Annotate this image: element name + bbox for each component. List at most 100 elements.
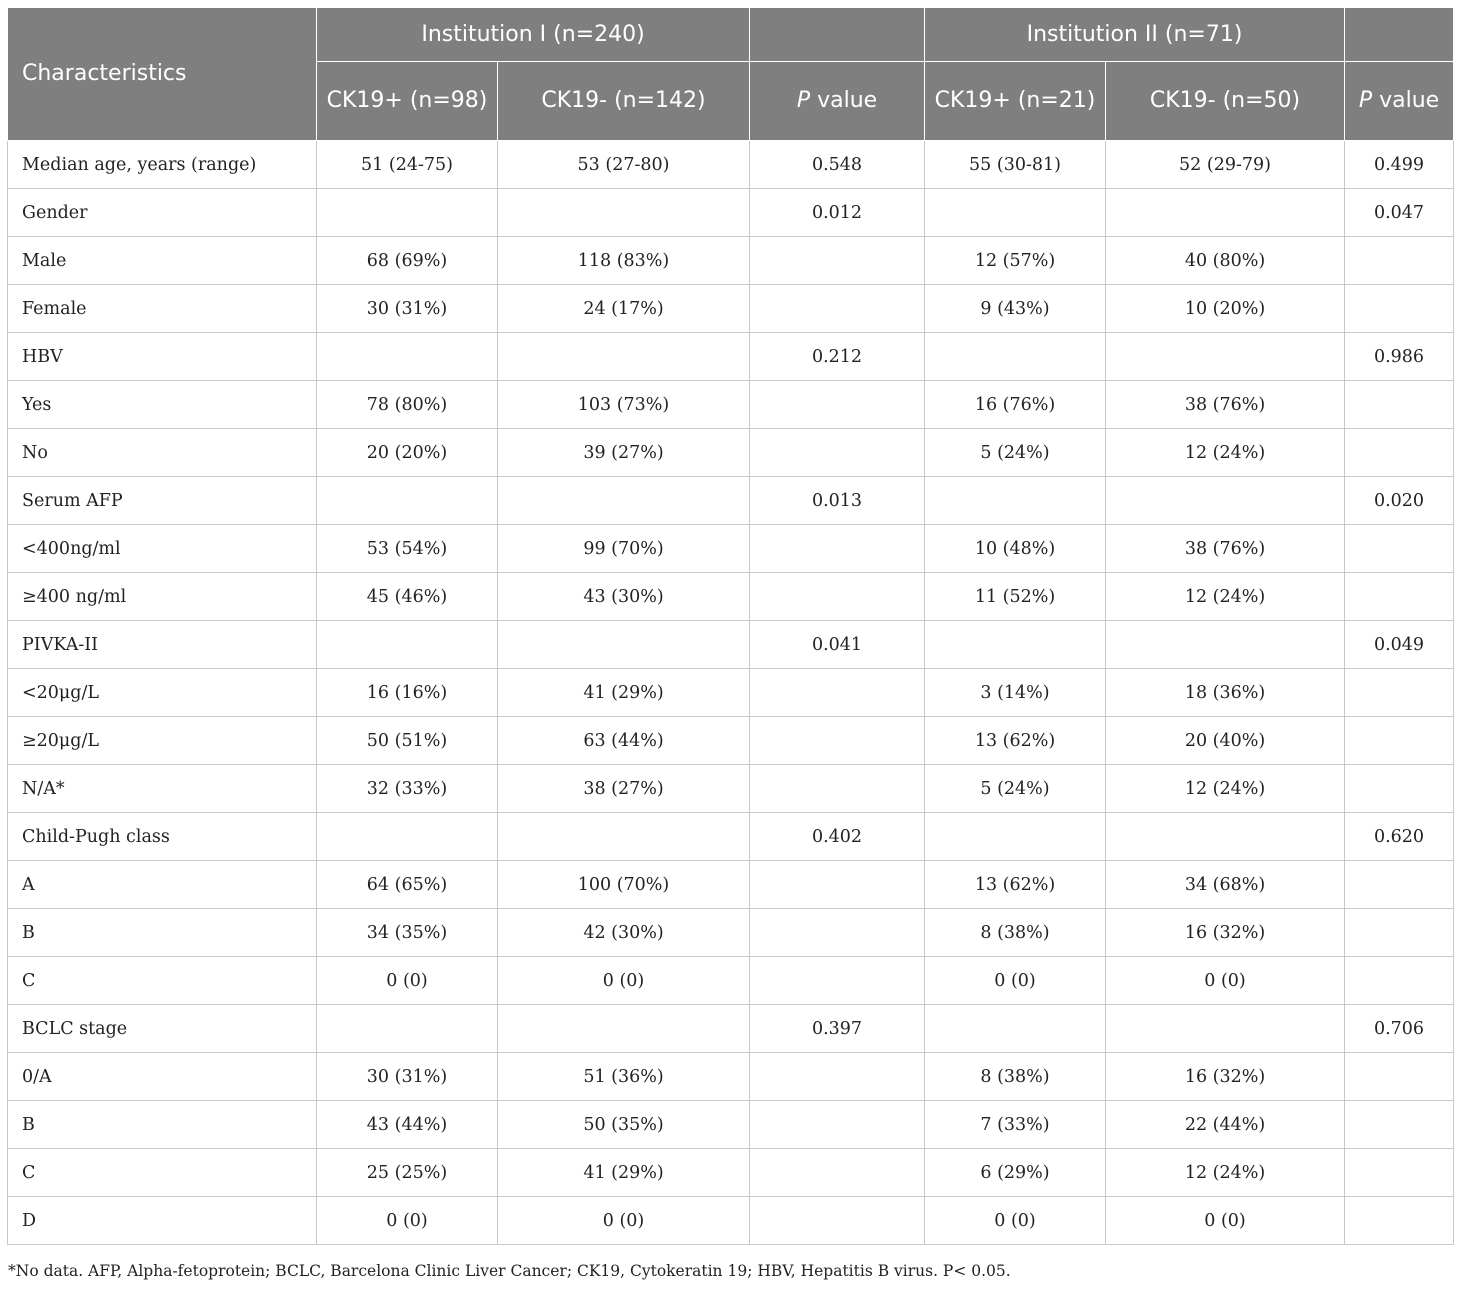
inst1-ck19-pos: 20 (20%) (316, 428, 498, 477)
inst1-ck19-neg: 39 (27%) (496, 428, 751, 477)
inst1-ck19-pos: 0 (0) (316, 1196, 498, 1245)
table-row: A 64 (65%) 100 (70%) 13 (62%) 34 (68%) (7, 860, 1455, 909)
inst2-p-value: 0.020 (1344, 476, 1455, 525)
inst2-ck19-neg: 10 (20%) (1105, 284, 1346, 333)
inst2-ck19-pos: 5 (24%) (924, 428, 1107, 477)
table-body: Median age, years (range) 51 (24-75) 53 (2… (7, 140, 1455, 1245)
inst2-ck19-neg (1105, 188, 1346, 237)
inst1-ck19-neg: 53 (27-80) (496, 140, 751, 189)
inst1-p-value (749, 1196, 926, 1245)
table-row: <400ng/ml 53 (54%) 99 (70%) 10 (48%) 38 (76%… (7, 524, 1455, 573)
inst1-ck19-neg: 99 (70%) (496, 524, 751, 573)
p-rest: value (1372, 88, 1440, 113)
inst1-p-value (749, 284, 926, 333)
inst1-ck19-neg: 50 (35%) (496, 1100, 751, 1149)
inst2-ck19-pos (924, 188, 1107, 237)
row-label: No (7, 428, 317, 477)
inst1-p-value (749, 668, 926, 717)
inst1-p-value (749, 716, 926, 765)
p-rest: value (810, 88, 878, 113)
inst2-ck19-pos: 0 (0) (924, 956, 1107, 1005)
inst1-ck19-pos: 32 (33%) (316, 764, 498, 813)
inst2-ck19-neg: 0 (0) (1105, 956, 1346, 1005)
row-label: Gender (7, 188, 317, 237)
inst2-ck19-neg: 16 (32%) (1105, 908, 1346, 957)
table-row: C 25 (25%) 41 (29%) 6 (29%) 12 (24%) (7, 1148, 1455, 1197)
table-row: Median age, years (range) 51 (24-75) 53 (2… (7, 140, 1455, 189)
row-label: C (7, 956, 317, 1005)
inst1-ck19-pos: 30 (31%) (316, 1052, 498, 1101)
inst2-p-value (1344, 284, 1455, 333)
table-row: <20μg/L 16 (16%) 41 (29%) 3 (14%) 18 (36%) (7, 668, 1455, 717)
inst1-p-value (749, 1052, 926, 1101)
inst1-p-value: 0.548 (749, 140, 926, 189)
row-label: B (7, 1100, 317, 1149)
inst1-ck19-neg (496, 476, 751, 525)
table-row: B 34 (35%) 42 (30%) 8 (38%) 16 (32%) (7, 908, 1455, 957)
inst1-ck19-neg: 0 (0) (496, 1196, 751, 1245)
inst1-ck19-neg: 43 (30%) (496, 572, 751, 621)
inst2-ck19-pos: 12 (57%) (924, 236, 1107, 285)
table-row: 0/A 30 (31%) 51 (36%) 8 (38%) 16 (32%) (7, 1052, 1455, 1101)
row-label: C (7, 1148, 317, 1197)
table-row: Yes 78 (80%) 103 (73%) 16 (76%) 38 (76%) (7, 380, 1455, 429)
inst2-ck19-neg: 38 (76%) (1105, 380, 1346, 429)
inst1-p-value (749, 572, 926, 621)
inst1-ck19-pos: 43 (44%) (316, 1100, 498, 1149)
row-label: 0/A (7, 1052, 317, 1101)
table-row: ≥20μg/L 50 (51%) 63 (44%) 13 (62%) 20 (40%) (7, 716, 1455, 765)
table-header: Characteristics Institution I (n=240) In… (7, 7, 1455, 141)
inst1-ck19-pos: 78 (80%) (316, 380, 498, 429)
inst2-ck19-neg: 12 (24%) (1105, 764, 1346, 813)
inst1-ck19-neg: 63 (44%) (496, 716, 751, 765)
inst2-p-value (1344, 668, 1455, 717)
inst1-p-value (749, 1100, 926, 1149)
inst2-p-value: 0.620 (1344, 812, 1455, 861)
inst1-ck19-pos: 25 (25%) (316, 1148, 498, 1197)
inst1-ck19-neg: 42 (30%) (496, 908, 751, 957)
inst2-ck19-pos: 8 (38%) (924, 1052, 1107, 1101)
inst2-p-value (1344, 236, 1455, 285)
p-italic: P (1358, 88, 1373, 113)
inst2-ck19-neg: 40 (80%) (1105, 236, 1346, 285)
inst2-ck19-pos (924, 332, 1107, 381)
table-row: Female 30 (31%) 24 (17%) 9 (43%) 10 (20%) (7, 284, 1455, 333)
inst2-p-value (1344, 524, 1455, 573)
inst2-p-value: 0.706 (1344, 1004, 1455, 1053)
inst2-p-value: 0.499 (1344, 140, 1455, 189)
row-label: HBV (7, 332, 317, 381)
inst1-ck19-pos: 34 (35%) (316, 908, 498, 957)
inst2-p-value: 0.049 (1344, 620, 1455, 669)
inst1-p-value: 0.402 (749, 812, 926, 861)
inst1-p-value: 0.013 (749, 476, 926, 525)
table-row: HBV 0.212 0.986 (7, 332, 1455, 381)
inst2-ck19-neg: 52 (29-79) (1105, 140, 1346, 189)
inst2-p-value (1344, 1100, 1455, 1149)
inst2-ck19-pos: 13 (62%) (924, 860, 1107, 909)
characteristics-table: Characteristics Institution I (n=240) In… (7, 7, 1455, 1245)
inst2-ck19-pos: 7 (33%) (924, 1100, 1107, 1149)
inst2-ck19-neg (1105, 332, 1346, 381)
row-label: BCLC stage (7, 1004, 317, 1053)
header-inst2-p-value: P value (1344, 61, 1455, 141)
inst2-p-value (1344, 908, 1455, 957)
inst1-ck19-pos: 16 (16%) (316, 668, 498, 717)
row-label: Serum AFP (7, 476, 317, 525)
header-institution-1: Institution I (n=240) (315, 7, 751, 62)
header-spacer-1 (749, 7, 926, 62)
inst1-p-value (749, 380, 926, 429)
inst2-p-value (1344, 1148, 1455, 1197)
inst1-p-value: 0.397 (749, 1004, 926, 1053)
table-row: Child-Pugh class 0.402 0.620 (7, 812, 1455, 861)
inst1-ck19-pos: 50 (51%) (316, 716, 498, 765)
inst2-p-value (1344, 716, 1455, 765)
inst1-ck19-neg: 24 (17%) (496, 284, 751, 333)
inst1-ck19-pos (316, 188, 498, 237)
inst2-ck19-neg: 16 (32%) (1105, 1052, 1346, 1101)
row-label: <400ng/ml (7, 524, 317, 573)
table-row: ≥400 ng/ml 45 (46%) 43 (30%) 11 (52%) 12 (24… (7, 572, 1455, 621)
inst2-ck19-neg (1105, 1004, 1346, 1053)
table-row: No 20 (20%) 39 (27%) 5 (24%) 12 (24%) (7, 428, 1455, 477)
